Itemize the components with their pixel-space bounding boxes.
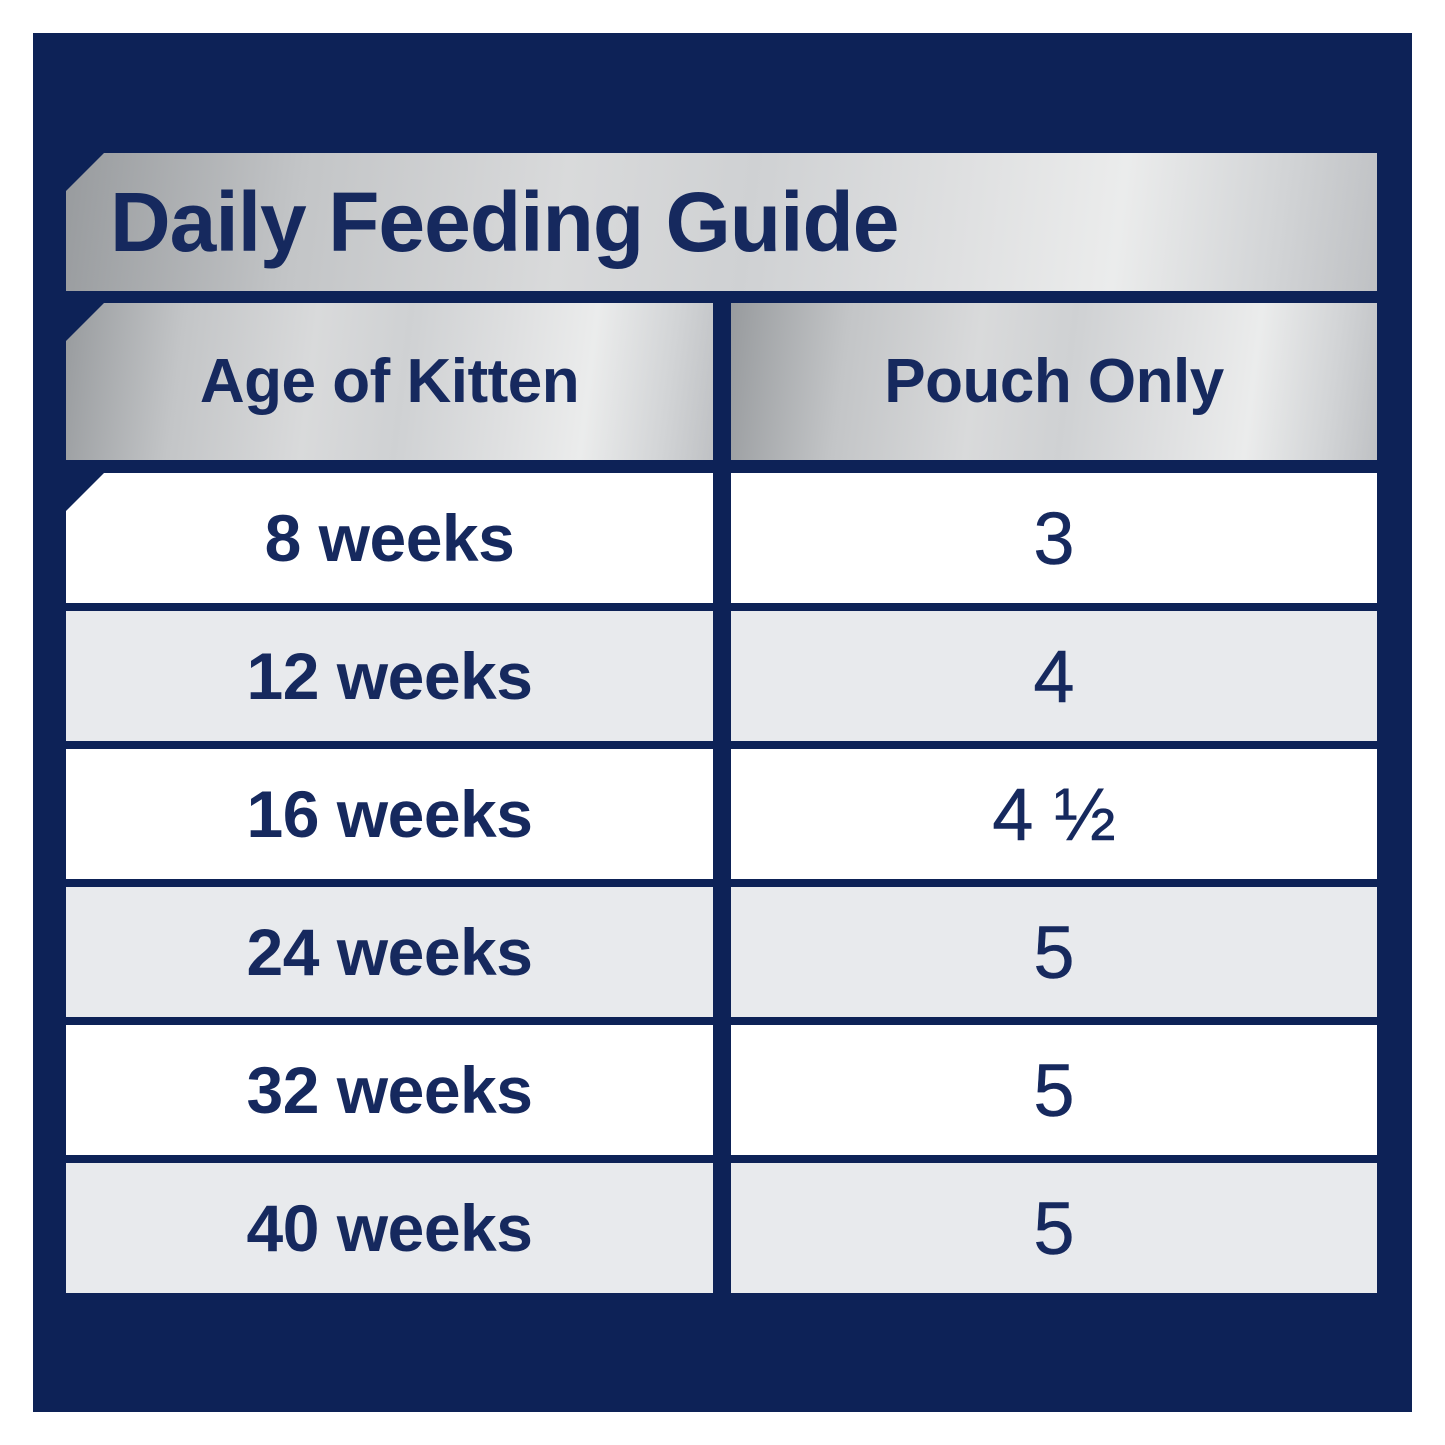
column-divider [713, 1025, 731, 1155]
table-row: 8 weeks 3 [66, 473, 1377, 603]
age-cell: 40 weeks [66, 1163, 713, 1293]
title-banner: Daily Feeding Guide [66, 153, 1377, 291]
navy-panel: Daily Feeding Guide Age of Kitten Pouch … [33, 33, 1412, 1412]
page-title: Daily Feeding Guide [110, 174, 899, 269]
table-row: 32 weeks 5 [66, 1025, 1377, 1155]
pouch-count-cell: 4 ½ [731, 749, 1377, 879]
column-divider [713, 887, 731, 1017]
column-divider [713, 303, 731, 460]
feeding-table: Daily Feeding Guide Age of Kitten Pouch … [66, 153, 1377, 1293]
pouch-count-cell: 5 [731, 887, 1377, 1017]
table-row: 16 weeks 4 ½ [66, 749, 1377, 879]
column-divider [713, 749, 731, 879]
age-cell: 12 weeks [66, 611, 713, 741]
pouch-count-cell: 3 [731, 473, 1377, 603]
column-header-pouch: Pouch Only [731, 303, 1377, 460]
column-divider [713, 611, 731, 741]
age-cell: 24 weeks [66, 887, 713, 1017]
column-divider [713, 473, 731, 603]
table-header-row: Age of Kitten Pouch Only [66, 303, 1377, 460]
table-row: 40 weeks 5 [66, 1163, 1377, 1293]
age-cell: 16 weeks [66, 749, 713, 879]
column-divider [713, 1163, 731, 1293]
pouch-count-cell: 5 [731, 1025, 1377, 1155]
pouch-count-cell: 5 [731, 1163, 1377, 1293]
table-row: 12 weeks 4 [66, 611, 1377, 741]
age-cell: 8 weeks [66, 473, 713, 603]
table-row: 24 weeks 5 [66, 887, 1377, 1017]
pouch-count-cell: 4 [731, 611, 1377, 741]
age-cell: 32 weeks [66, 1025, 713, 1155]
column-header-age: Age of Kitten [66, 303, 713, 460]
